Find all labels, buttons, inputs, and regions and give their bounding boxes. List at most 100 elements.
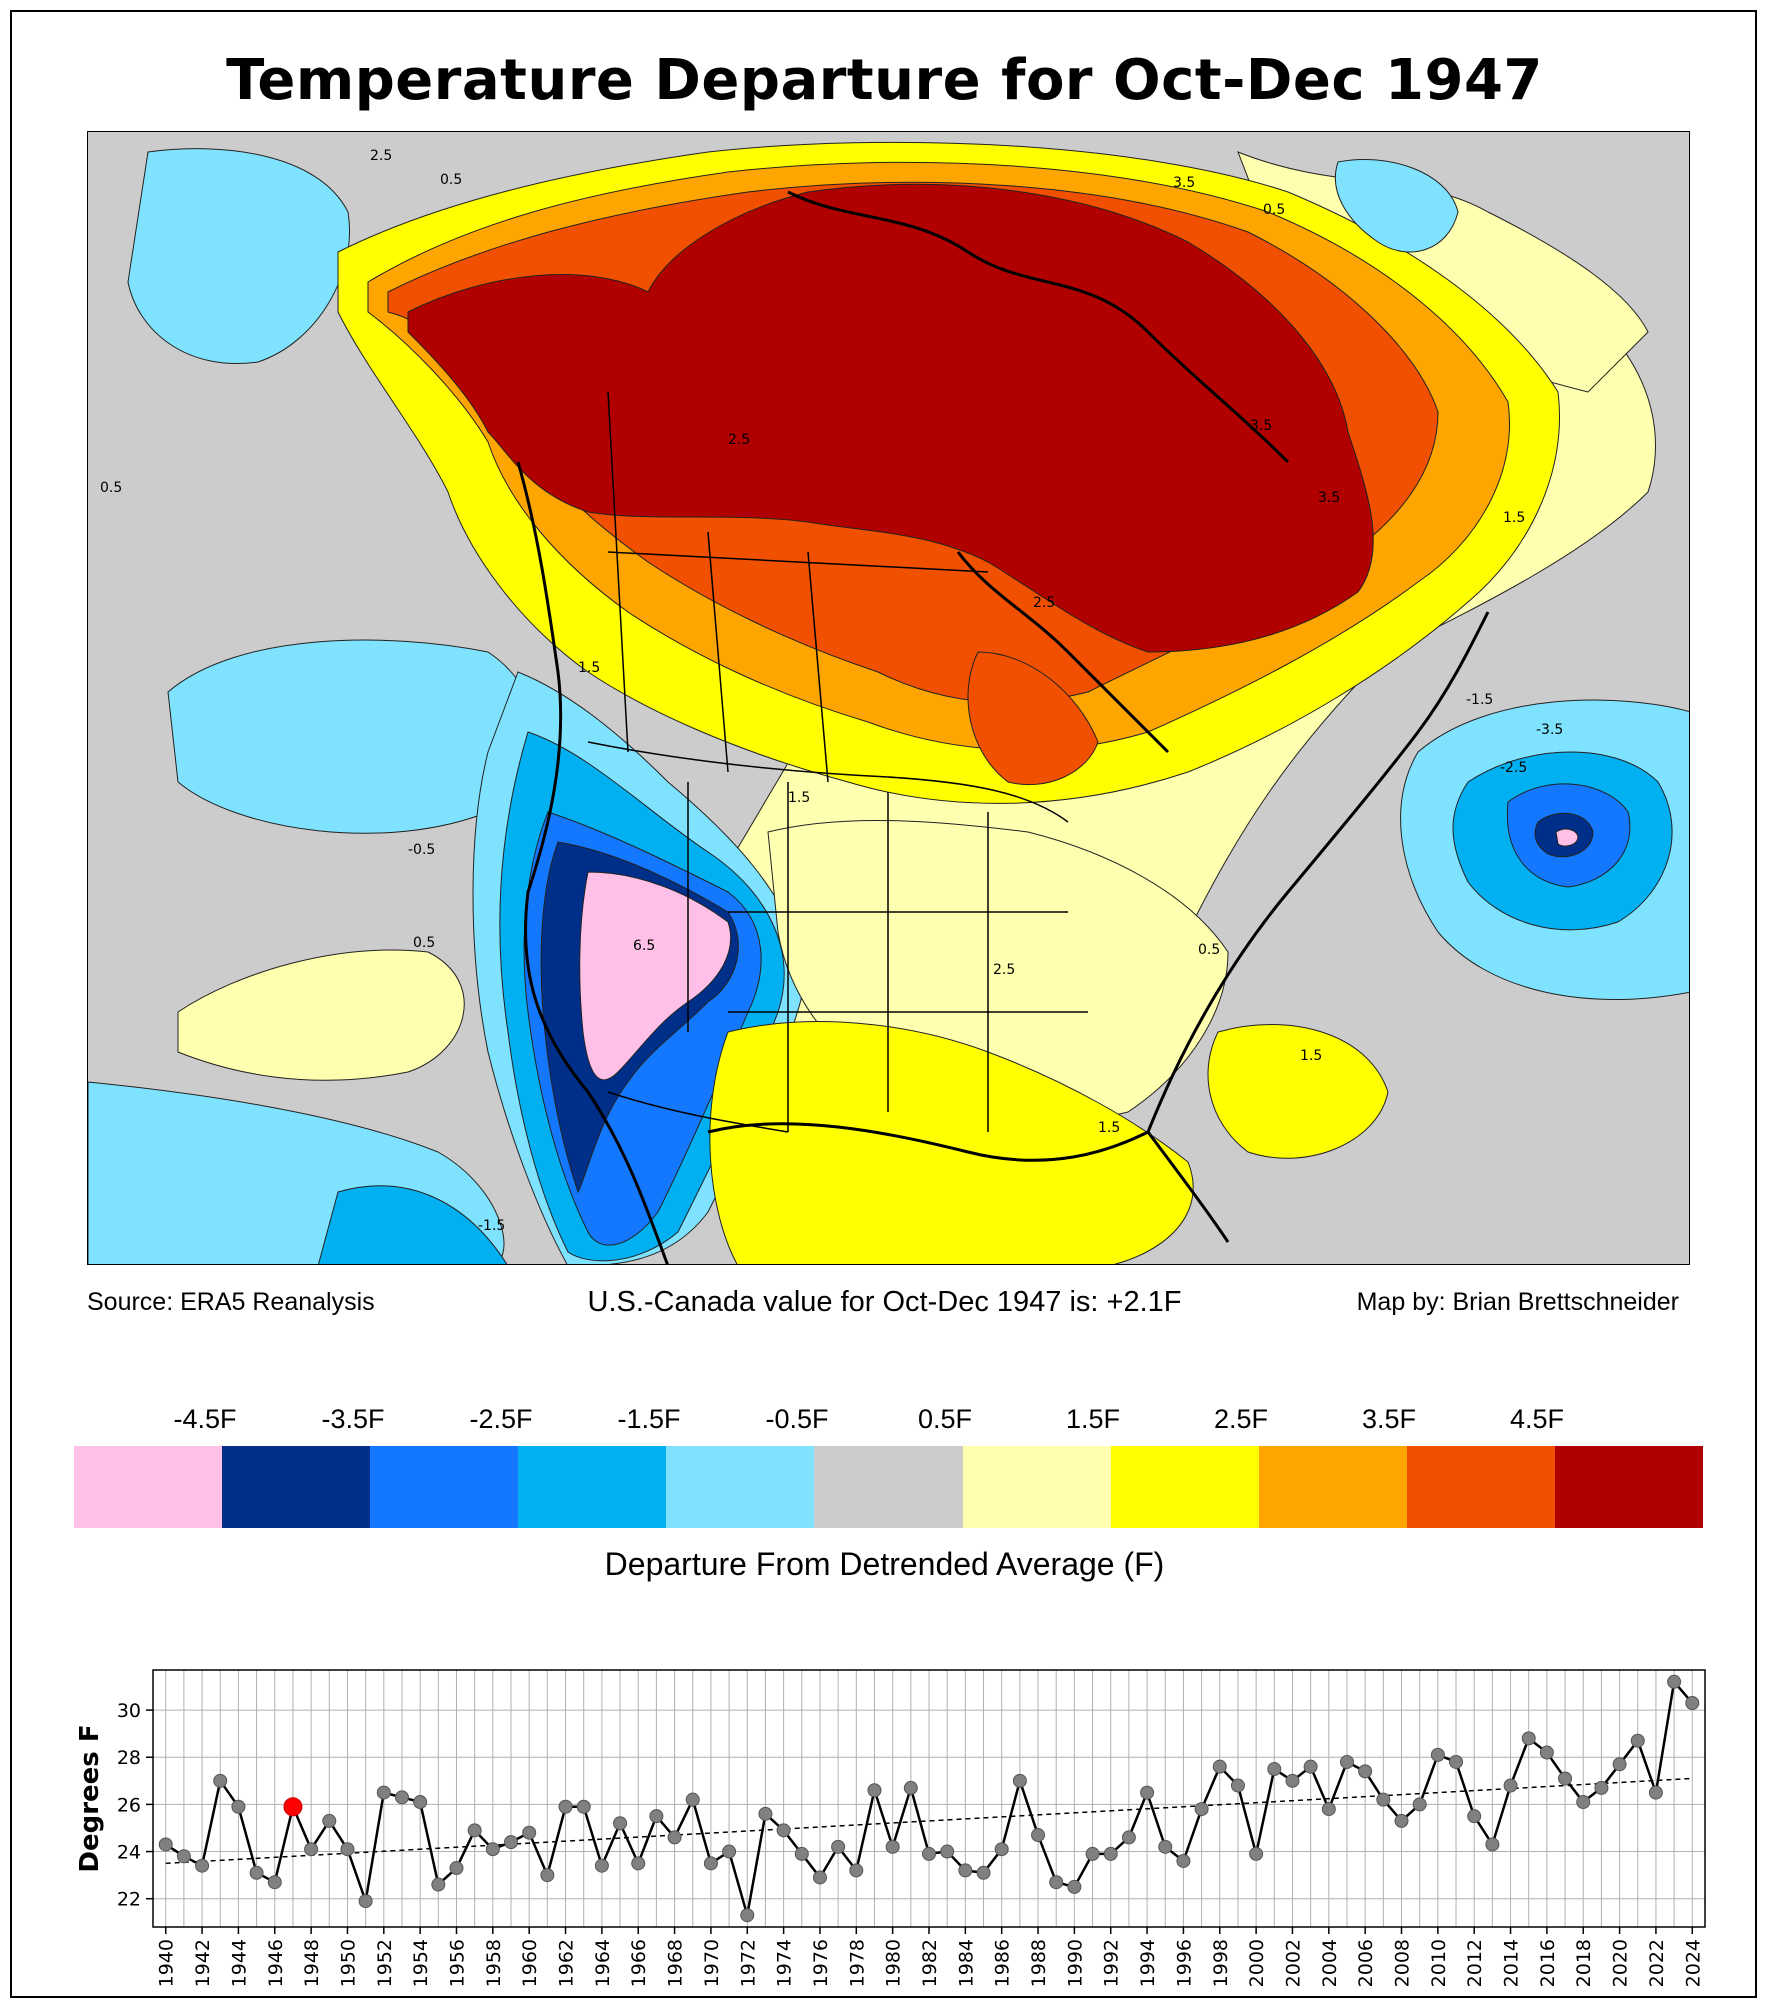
hudson-redorange-region [967, 651, 1099, 786]
x-tick-label: 1998 [1210, 1939, 1232, 1987]
data-point [831, 1839, 846, 1854]
data-point [1194, 1802, 1209, 1817]
x-tick-label: 2006 [1355, 1939, 1377, 1987]
data-point [794, 1846, 809, 1861]
page-title: Temperature Departure for Oct-Dec 1947 [226, 48, 1543, 113]
x-tick-label: 1970 [701, 1939, 723, 1987]
colorbar-tick: -0.5F [765, 1404, 829, 1434]
data-point [1140, 1785, 1155, 1800]
data-point [1667, 1674, 1682, 1689]
map-label: 2.5 [370, 148, 392, 164]
data-point [776, 1823, 791, 1838]
map-label: 3.5 [1173, 175, 1195, 191]
data-point [1376, 1792, 1391, 1807]
x-tick-label: 1992 [1101, 1939, 1123, 1987]
data-point [485, 1842, 500, 1857]
data-point [1267, 1762, 1282, 1777]
colorbar-tick: 3.5F [1361, 1404, 1417, 1434]
x-tick-label: 1948 [301, 1939, 323, 1987]
data-point [213, 1773, 228, 1788]
map-label: 2.5 [1033, 595, 1055, 611]
map-label: 1.5 [1098, 1120, 1120, 1136]
map-label: 1.5 [1503, 510, 1525, 526]
data-point [1031, 1828, 1046, 1843]
colorbar-segment [222, 1446, 371, 1528]
data-point [249, 1865, 264, 1880]
map-label: -2.5 [1500, 760, 1527, 776]
credit-text: Map by: Brian Brettschneider [1356, 1288, 1679, 1316]
data-point [1358, 1764, 1373, 1779]
data-point [504, 1835, 519, 1850]
data-point [740, 1908, 755, 1923]
x-tick-label: 2004 [1319, 1939, 1341, 1987]
colorbar [74, 1446, 1704, 1528]
data-point [176, 1849, 191, 1864]
data-point [594, 1858, 609, 1873]
pacific-cream-region [177, 949, 465, 1081]
map-label: 0.5 [1263, 202, 1285, 218]
data-point [449, 1861, 464, 1876]
y-axis-label: Degrees F [75, 1724, 105, 1872]
x-tick-label: 1956 [446, 1939, 468, 1987]
us-canada-border [587, 741, 1069, 823]
data-point [976, 1865, 991, 1880]
data-point [195, 1858, 210, 1873]
data-point [1485, 1837, 1500, 1852]
data-point [1630, 1733, 1645, 1748]
map-canvas: 2.5 0.5 0.5 3.5 3.5 0.5 3.5 1.5 2.5 1.5 … [88, 141, 1689, 1264]
data-point [576, 1799, 591, 1814]
data-point [1049, 1875, 1064, 1890]
alaska-sky-region [127, 148, 350, 364]
x-tick-label: 1950 [337, 1939, 359, 1987]
data-point [849, 1863, 864, 1878]
x-tick-label: 1978 [846, 1939, 868, 1987]
colorbar-segment [518, 1446, 667, 1528]
colorbar-tick: -4.5F [173, 1404, 237, 1434]
map-label: 1.5 [578, 660, 600, 676]
province-lines [607, 391, 989, 783]
colorbar-segment [666, 1446, 815, 1528]
highlight-point [283, 1797, 303, 1817]
map-label: -1.5 [478, 1218, 505, 1234]
x-tick-label: 1980 [883, 1939, 905, 1987]
y-tick-label: 28 [117, 1747, 141, 1769]
data-point [631, 1856, 646, 1871]
data-point [994, 1842, 1009, 1857]
colorbar-tick: -1.5F [617, 1404, 681, 1434]
data-point [1449, 1754, 1464, 1769]
x-tick-label: 1964 [592, 1939, 614, 1987]
north-darkred-region [407, 183, 1374, 653]
data-point [540, 1868, 555, 1883]
data-point [1321, 1802, 1336, 1817]
time-series-chart: 22 24 26 28 30 1940 1942 1944 1946 1948 1950 1952 19… [75, 1669, 1706, 1987]
map-label: 0.5 [1198, 942, 1220, 958]
map-label: 2.5 [728, 432, 750, 448]
data-point [1521, 1731, 1536, 1746]
x-tick-label: 1962 [556, 1939, 578, 1987]
x-tick-label: 1944 [228, 1939, 250, 1987]
data-point [1467, 1809, 1482, 1824]
data-point [304, 1842, 319, 1857]
x-tick-label: 1988 [1028, 1939, 1050, 1987]
data-point [1285, 1773, 1300, 1788]
data-point [703, 1856, 718, 1871]
x-tick-label: 1966 [628, 1939, 650, 1987]
y-tick-label: 24 [117, 1842, 141, 1864]
data-point [158, 1837, 173, 1852]
data-point [358, 1894, 373, 1909]
colorbar-ticks: -4.5F -3.5F -2.5F -1.5F -0.5F 0.5F 1.5F … [0, 1404, 1769, 1440]
data-point [958, 1863, 973, 1878]
data-point [394, 1790, 409, 1805]
map-label: 1.5 [788, 790, 810, 806]
data-point [431, 1877, 446, 1892]
data-point [1249, 1846, 1264, 1861]
data-point [1176, 1853, 1191, 1868]
colorbar-segment [1258, 1446, 1407, 1528]
x-tick-label: 1974 [774, 1939, 796, 1987]
us-west-pink-region [579, 871, 732, 1081]
data-point [1685, 1696, 1700, 1711]
data-point [1158, 1839, 1173, 1854]
data-point [1594, 1780, 1609, 1795]
data-point [1103, 1846, 1118, 1861]
x-tick-label: 2024 [1682, 1939, 1704, 1987]
